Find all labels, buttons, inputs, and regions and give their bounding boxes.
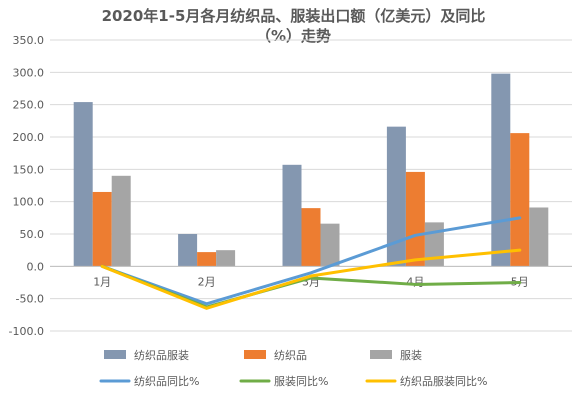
- y-tick-label: 100.0: [13, 196, 45, 209]
- y-tick-label: 50.0: [20, 228, 45, 241]
- y-tick-label: 300.0: [13, 66, 45, 79]
- bar: [320, 223, 340, 267]
- legend-swatch: [370, 350, 392, 359]
- legend-label: 服装同比%: [274, 375, 328, 388]
- y-tick-label: 350.0: [13, 34, 45, 47]
- x-tick-label: 4月: [406, 275, 424, 288]
- legend-label: 纺织品: [274, 348, 307, 362]
- legend-label: 纺织品服装: [134, 348, 189, 362]
- y-tick-label: 250.0: [13, 99, 45, 112]
- x-tick-label: 2月: [198, 275, 216, 288]
- legend-swatch: [104, 350, 126, 359]
- bar: [282, 164, 302, 267]
- bar: [405, 171, 425, 267]
- bar: [73, 102, 93, 267]
- bar: [386, 126, 406, 267]
- legend-label: 纺织品同比%: [134, 374, 199, 388]
- bar: [491, 73, 511, 267]
- y-tick-label: 0.0: [27, 260, 45, 273]
- x-tick-label: 1月: [93, 275, 111, 288]
- bar: [216, 250, 236, 267]
- y-tick-label: -50.0: [16, 293, 44, 306]
- y-tick-label: -100.0: [9, 325, 44, 338]
- series-line: [100, 216, 522, 306]
- bar: [197, 252, 217, 267]
- legend-label: 服装: [400, 349, 422, 362]
- y-tick-label: 150.0: [13, 163, 45, 176]
- legend-label: 纺织品服装同比%: [400, 374, 487, 388]
- series-line: [100, 248, 522, 310]
- bar: [111, 175, 131, 267]
- legend-swatch: [244, 350, 266, 359]
- bar: [301, 208, 321, 267]
- bar: [529, 207, 549, 267]
- y-tick-label: 200.0: [13, 131, 45, 144]
- bar: [178, 234, 198, 267]
- bar: [92, 191, 112, 267]
- chart-title-line-1: 2020年1-5月各月纺织品、服装出口额（亿美元）及同比: [101, 7, 486, 25]
- bar: [510, 133, 530, 267]
